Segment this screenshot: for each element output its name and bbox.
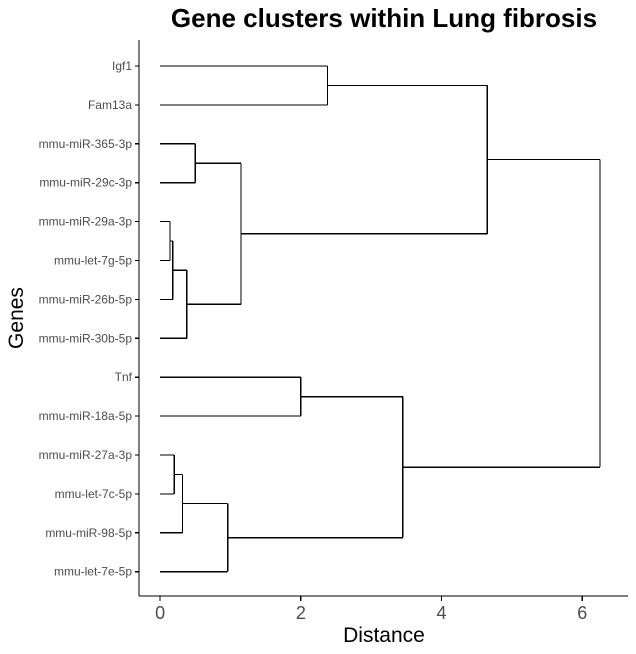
leaf-label: mmu-miR-26b-5p [39,292,133,306]
leaf-label: mmu-let-7c-5p [55,487,133,501]
leaf-label: Tnf [115,370,133,384]
leaf-label: mmu-miR-98-5p [45,526,132,540]
leaf-label: mmu-miR-365-3p [39,137,133,151]
chart-title: Gene clusters within Lung fibrosis [171,3,597,33]
x-tick-label: 4 [437,603,447,623]
leaf-label: mmu-miR-29c-3p [39,176,132,190]
leaf-label: mmu-miR-29a-3p [39,215,133,229]
x-axis-title: Distance [343,624,425,647]
x-tick-label: 2 [296,603,306,623]
plot-area: 0 2 4 6 Igf1 Fam13a mmu-miR-365-3p mmu-miR-29c-… [39,40,628,623]
leaf-label: mmu-miR-30b-5p [39,331,133,345]
leaf-label: mmu-let-7g-5p [54,254,132,268]
leaf-label: mmu-let-7e-5p [54,565,132,579]
x-tick-label: 6 [577,603,587,623]
leaf-label: Igf1 [112,59,132,73]
leaf-label: Fam13a [88,98,132,112]
leaf-label: mmu-miR-18a-5p [39,409,133,423]
leaf-label: mmu-miR-27a-3p [39,448,133,462]
x-tick-label: 0 [155,603,165,623]
y-axis-title: Genes [5,287,28,349]
